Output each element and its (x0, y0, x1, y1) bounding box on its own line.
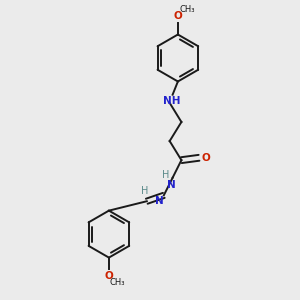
Text: N: N (155, 196, 164, 206)
Text: O: O (173, 11, 182, 21)
Text: H: H (141, 186, 149, 196)
Text: N: N (167, 179, 176, 190)
Text: CH₃: CH₃ (110, 278, 125, 287)
Text: O: O (202, 153, 211, 163)
Text: H: H (163, 170, 170, 180)
Text: NH: NH (163, 96, 181, 106)
Text: CH₃: CH₃ (179, 5, 195, 14)
Text: O: O (104, 271, 113, 281)
